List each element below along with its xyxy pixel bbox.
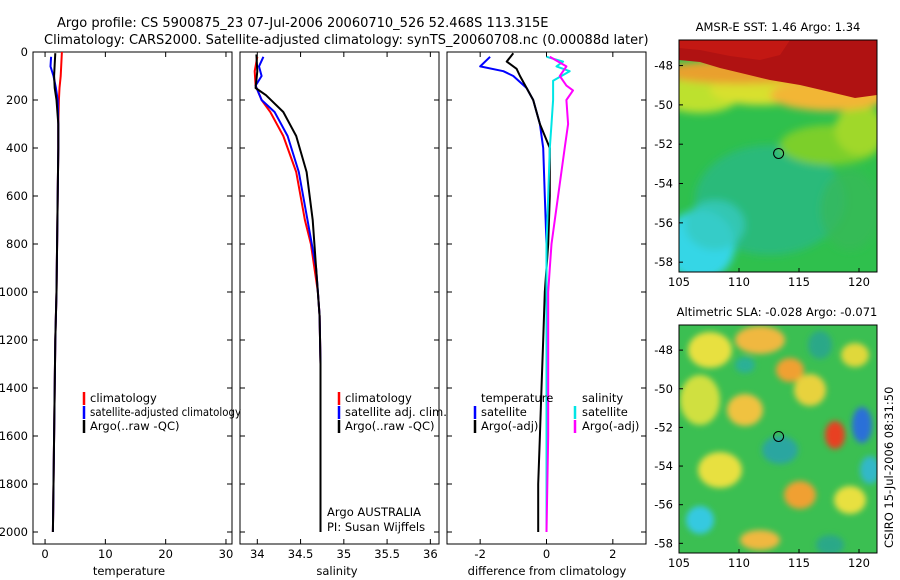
- x-tick-label: 0: [41, 547, 48, 561]
- series-line-satellite-adj-clim-: [254, 56, 322, 532]
- y-tick-label: 1200: [0, 333, 28, 347]
- timestamp-stamp: CSIRO 15-Jul-2006 08:31:50: [882, 387, 896, 548]
- temperature-ticks: 0 10 20 30 0 200 400 600 800 1000 1200 1400 1600 1800…: [0, 45, 233, 561]
- legend-satellite-adjusted: satellite-adjusted climatology: [90, 405, 241, 419]
- salinity-series: [253, 54, 322, 532]
- salinity-legend: climatology satellite adj. clim. Argo(..…: [327, 391, 447, 534]
- y-tick-label: -56: [654, 216, 673, 230]
- difference-xlabel: difference from climatology: [468, 564, 627, 578]
- x-tick-label: 110: [728, 275, 750, 289]
- y-tick-label: 2000: [0, 525, 28, 539]
- sst-map-title: AMSR-E SST: 1.46 Argo: 1.34: [696, 20, 861, 34]
- x-tick-label: 30: [219, 547, 234, 561]
- difference-series: [479, 52, 574, 533]
- series-line-temperature-argo-adj-: [505, 52, 551, 532]
- y-tick-label: -54: [654, 459, 673, 473]
- y-tick-label: -48: [654, 59, 673, 73]
- y-tick-label: 600: [6, 189, 28, 203]
- series-line-argo-raw-qc-: [51, 53, 60, 533]
- x-tick-label: 115: [788, 556, 810, 570]
- y-tick-label: 1600: [0, 429, 28, 443]
- temperature-xlabel: temperature: [93, 564, 165, 578]
- y-tick-label: 1000: [0, 285, 28, 299]
- sst-heatmap: [679, 40, 877, 272]
- legend-sal-satellite: satellite: [582, 405, 628, 419]
- x-tick-label: 10: [98, 547, 113, 561]
- legend-salinity-heading: salinity: [582, 391, 623, 405]
- x-tick-label: 0: [543, 547, 550, 561]
- y-tick-label: -54: [654, 177, 673, 191]
- legend-sal-argo: Argo(-adj): [582, 419, 639, 433]
- title-line-1: Argo profile: CS 5900875_23 07-Jul-2006 …: [57, 16, 548, 31]
- legend-argo: Argo(..raw -QC): [345, 419, 435, 433]
- x-tick-label: 105: [668, 556, 690, 570]
- legend-climatology: climatology: [345, 391, 412, 405]
- difference-ticks: -2 0 2: [447, 51, 646, 561]
- x-tick-label: 34: [250, 547, 265, 561]
- temperature-series: [49, 51, 63, 533]
- legend-temp-argo: Argo(-adj): [481, 419, 538, 433]
- y-tick-label: -50: [654, 98, 673, 112]
- y-tick-label: 800: [6, 237, 28, 251]
- x-tick-label: 105: [668, 275, 690, 289]
- x-tick-label: 35: [337, 547, 352, 561]
- title-line-2: Climatology: CARS2000. Satellite-adjuste…: [44, 33, 649, 48]
- y-tick-label: -58: [654, 255, 673, 269]
- series-line-salinity-satellite: [545, 55, 571, 532]
- x-tick-label: 20: [158, 547, 173, 561]
- legend-argo: Argo(..raw -QC): [90, 419, 180, 433]
- series-line-climatology: [253, 56, 322, 532]
- salinity-ticks: 34 34.5 35 35.5 36: [240, 51, 439, 561]
- legend-climatology: climatology: [90, 391, 157, 405]
- sst-map-ticks: 105 110 115 120 -48 -50 -52 -54 -56 -58: [654, 59, 870, 289]
- x-tick-label: 2: [609, 547, 616, 561]
- x-tick-label: 35.5: [374, 547, 400, 561]
- y-tick-label: -58: [654, 536, 673, 550]
- y-tick-label: -48: [654, 343, 673, 357]
- temperature-axes: [32, 51, 233, 545]
- x-tick-label: 34.5: [288, 547, 314, 561]
- legend-temperature-heading: temperature: [481, 391, 553, 405]
- annotation-argo-australia: Argo AUSTRALIA: [327, 505, 421, 519]
- salinity-axes: [239, 51, 440, 545]
- y-tick-label: 1800: [0, 477, 28, 491]
- series-line-argo-raw-qc-: [254, 54, 322, 532]
- y-tick-label: -52: [654, 137, 673, 151]
- legend-temp-satellite: satellite: [481, 405, 527, 419]
- sst-float-marker: [773, 147, 785, 159]
- sla-heatmap: [679, 325, 877, 553]
- sla-map-ticks: 105 110 115 120 -48 -50 -52 -54 -56 -58: [654, 343, 870, 570]
- annotation-pi: PI: Susan Wijffels: [327, 520, 425, 534]
- sla-float-marker: [773, 430, 785, 442]
- difference-legend: temperature satellite Argo(-adj) salinit…: [473, 391, 639, 433]
- legend-satellite-adj: satellite adj. clim.: [345, 405, 447, 419]
- x-tick-label: 110: [728, 556, 750, 570]
- y-tick-label: 1400: [0, 381, 28, 395]
- x-tick-label: 120: [848, 556, 870, 570]
- y-tick-label: 0: [21, 45, 28, 59]
- x-tick-label: -2: [474, 547, 485, 561]
- y-tick-label: 400: [6, 141, 28, 155]
- y-tick-label: -52: [654, 420, 673, 434]
- x-tick-label: 115: [788, 275, 810, 289]
- x-tick-label: 36: [423, 547, 438, 561]
- series-line-temperature-satellite: [479, 56, 548, 532]
- x-tick-label: 120: [848, 275, 870, 289]
- sla-map-frame: [678, 324, 878, 554]
- sla-map-title: Altimetric SLA: -0.028 Argo: -0.071: [677, 305, 878, 319]
- series-line-salinity-argo-adj-: [545, 55, 574, 533]
- temperature-legend: climatology satellite-adjusted climatolo…: [82, 391, 241, 433]
- salinity-xlabel: salinity: [316, 564, 357, 578]
- y-tick-label: -50: [654, 382, 673, 396]
- sst-map-frame: [678, 39, 878, 273]
- y-tick-label: 200: [6, 93, 28, 107]
- y-tick-label: -56: [654, 498, 673, 512]
